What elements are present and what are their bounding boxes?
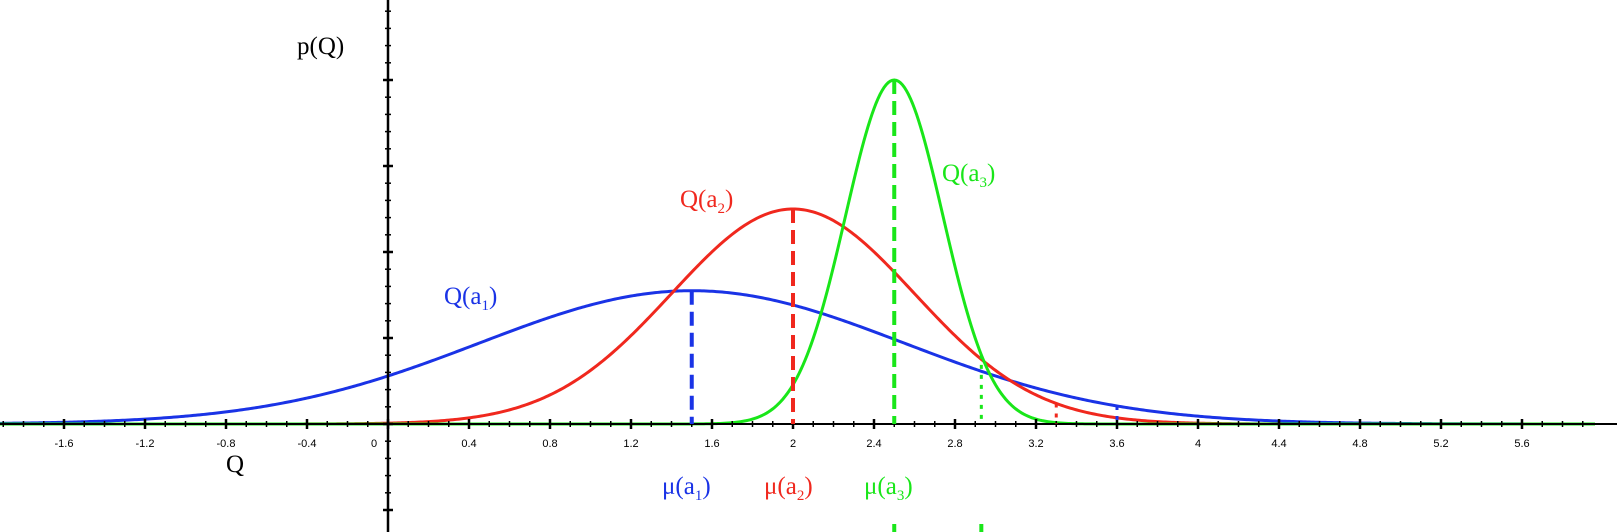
mean-label-a1: μ(a1) <box>662 473 711 504</box>
x-axis-label: Q <box>226 451 244 478</box>
x-tick-label: 1.2 <box>623 438 638 450</box>
x-tick-label: 0.4 <box>461 438 476 450</box>
x-tick-label: 5.6 <box>1514 438 1529 450</box>
x-tick-label: 0.8 <box>542 438 557 450</box>
labels-layer: p(Q) Q Q(a1) μ(a1) Q(a2) μ(a2) Q(a3) μ(a3) <box>226 33 995 504</box>
x-tick-label: -0.8 <box>217 438 236 450</box>
x-tick-label: 1.6 <box>704 438 719 450</box>
x-tick-label: -1.6 <box>55 438 74 450</box>
curve-label-a2: Q(a2) <box>680 186 733 217</box>
curve-label-a1: Q(a1) <box>444 283 497 314</box>
x-tick-label: 3.6 <box>1109 438 1124 450</box>
x-tick-label: 5.2 <box>1433 438 1448 450</box>
x-tick-label: 3.2 <box>1028 438 1043 450</box>
curve-a2 <box>0 207 1595 426</box>
markers-layer <box>689 80 1119 532</box>
curve-label-a3: Q(a3) <box>942 160 995 191</box>
curve-a1 <box>0 289 1595 426</box>
curve-a3 <box>0 78 1595 426</box>
x-tick-label: 2.4 <box>866 438 881 450</box>
x-axis: -1.6 -1.2 -0.8 -0.4 0 0.4 0.8 1.2 1.6 2 2.4 2.8 3.2 3… <box>0 419 1617 450</box>
y-axis-label: p(Q) <box>297 33 344 60</box>
x-tick-label: -0.4 <box>298 438 317 450</box>
x-tick-label: 2 <box>790 438 796 450</box>
curves-layer <box>0 78 1595 426</box>
x-tick-label: 4.4 <box>1271 438 1286 450</box>
mean-label-a3: μ(a3) <box>864 473 913 504</box>
x-tick-label: 4.8 <box>1352 438 1367 450</box>
y-axis <box>383 0 393 532</box>
x-tick-label: 0 <box>371 438 377 450</box>
mean-label-a2: μ(a2) <box>764 473 813 504</box>
x-tick-label: 4 <box>1195 438 1201 450</box>
x-tick-label: 2.8 <box>947 438 962 450</box>
x-tick-label: -1.2 <box>136 438 155 450</box>
